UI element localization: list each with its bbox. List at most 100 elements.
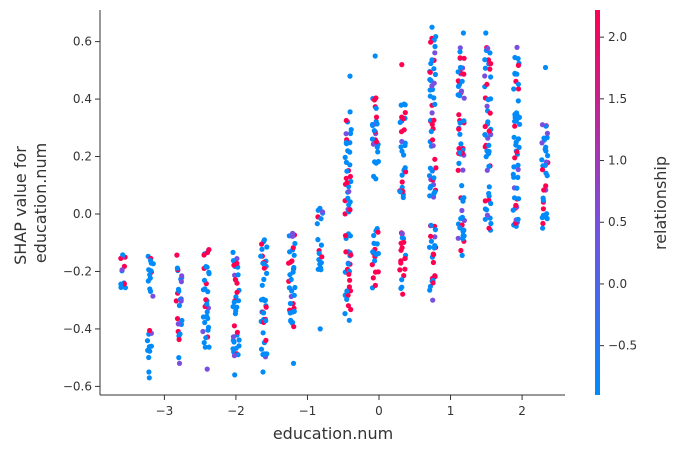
- scatter-point: [431, 80, 437, 86]
- scatter-point: [373, 114, 380, 120]
- scatter-point: [200, 287, 206, 293]
- scatter-point: [459, 78, 465, 84]
- scatter-point: [314, 221, 320, 227]
- scatter-point: [402, 165, 408, 171]
- scatter-point: [345, 292, 351, 298]
- scatter-point: [511, 164, 517, 170]
- scatter-point: [144, 338, 151, 344]
- scatter-point: [542, 146, 548, 152]
- scatter-point: [176, 355, 182, 361]
- scatter-point: [230, 249, 236, 255]
- scatter-point: [263, 318, 269, 324]
- scatter-point: [515, 166, 521, 173]
- scatter-point: [176, 302, 182, 309]
- scatter-point: [264, 244, 270, 250]
- scatter-point: [146, 375, 152, 381]
- scatter-point: [539, 167, 546, 173]
- scatter-point: [486, 163, 492, 169]
- scatter-point: [400, 194, 406, 201]
- scatter-point: [427, 287, 433, 293]
- scatter-point: [235, 298, 242, 304]
- scatter-point: [430, 259, 436, 266]
- scatter-point: [176, 288, 182, 294]
- scatter-point: [203, 264, 209, 270]
- scatter-point: [429, 24, 435, 30]
- colorbar-tick-label: 0.5: [608, 215, 627, 229]
- scatter-point: [461, 95, 467, 101]
- scatter-point: [119, 267, 125, 273]
- scatter-point: [484, 103, 490, 109]
- scatter-point: [402, 110, 408, 116]
- scatter-point: [264, 270, 270, 276]
- scatter-point: [234, 329, 240, 335]
- scatter-point: [512, 123, 518, 129]
- scatter-point: [399, 62, 405, 68]
- scatter-point: [374, 121, 380, 127]
- scatter-point: [431, 190, 437, 197]
- scatter-point: [120, 252, 126, 258]
- scatter-point: [486, 225, 492, 231]
- scatter-point: [510, 171, 516, 177]
- scatter-point: [204, 301, 210, 307]
- scatter-point: [345, 303, 351, 309]
- scatter-point: [231, 299, 237, 305]
- scatter-point: [457, 55, 463, 61]
- scatter-point: [175, 321, 181, 327]
- scatter-point: [345, 261, 351, 267]
- scatter-point: [372, 53, 378, 59]
- scatter-point: [260, 330, 266, 336]
- scatter-point: [486, 148, 492, 155]
- scatter-point: [457, 49, 463, 55]
- scatter-point: [511, 195, 518, 201]
- scatter-point: [205, 327, 211, 333]
- scatter-point: [399, 179, 405, 185]
- scatter-point: [317, 265, 324, 271]
- scatter-point: [201, 277, 208, 283]
- scatter-point: [487, 110, 493, 116]
- y-tick-label: 0.0: [73, 207, 92, 221]
- scatter-point: [261, 265, 267, 271]
- scatter-point: [482, 65, 488, 71]
- scatter-point: [343, 117, 349, 124]
- scatter-point: [373, 105, 379, 111]
- scatter-point: [512, 70, 518, 76]
- scatter-point: [482, 123, 488, 130]
- scatter-point: [315, 237, 321, 243]
- scatter-point: [291, 264, 297, 271]
- scatter-point: [347, 199, 353, 205]
- scatter-point: [429, 168, 435, 174]
- scatter-point: [456, 126, 462, 132]
- scatter-point: [513, 202, 519, 208]
- scatter-point: [459, 252, 465, 258]
- scatter-point: [343, 141, 350, 147]
- scatter-point: [174, 316, 181, 322]
- scatter-point: [428, 39, 434, 45]
- scatter-point: [460, 196, 466, 202]
- y-axis-title-line-2: education.num: [31, 143, 50, 263]
- scatter-point: [540, 225, 546, 231]
- scatter-point: [457, 225, 463, 231]
- scatter-point: [347, 109, 353, 115]
- scatter-point: [482, 206, 488, 212]
- scatter-point: [432, 50, 438, 56]
- scatter-point: [402, 140, 408, 146]
- scatter-point: [513, 139, 519, 145]
- scatter-point: [512, 54, 518, 61]
- scatter-point: [375, 229, 381, 235]
- scatter-point: [484, 212, 490, 218]
- scatter-point: [457, 64, 464, 71]
- scatter-point: [488, 74, 494, 80]
- scatter-point: [264, 351, 270, 357]
- scatter-point: [344, 288, 350, 294]
- scatter-point: [403, 169, 409, 175]
- scatter-point: [261, 237, 267, 243]
- x-tick-label: 2: [518, 404, 526, 418]
- scatter-point: [541, 187, 547, 193]
- scatter-point: [374, 144, 380, 150]
- scatter-point: [176, 336, 182, 343]
- y-tick-label: −0.4: [63, 322, 92, 336]
- scatter-point: [343, 131, 349, 137]
- scatter-point: [173, 298, 179, 304]
- scatter-point: [485, 97, 491, 103]
